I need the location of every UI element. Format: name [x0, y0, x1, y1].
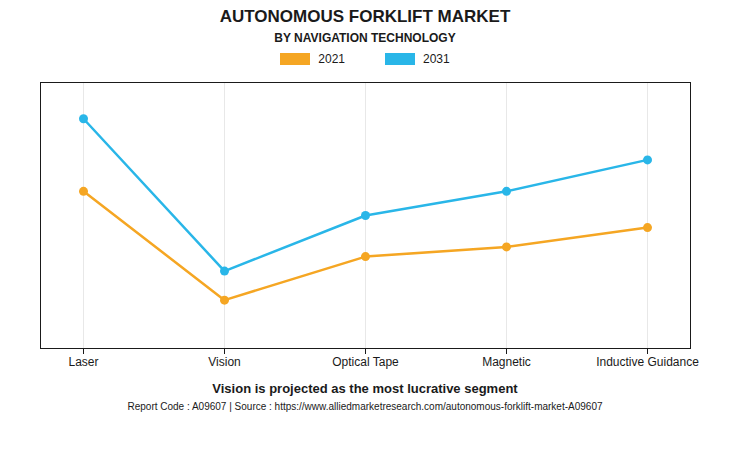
html-text:AUTONOMOUS FORKLIFT MARKET: AUTONOMOUS FORKLIFT MARKET [219, 7, 511, 26]
svg-text:Optical Tape: Optical Tape [332, 355, 399, 369]
svg-text:Magnetic: Magnetic [482, 355, 531, 369]
html-text:2021: 2021 [318, 52, 345, 66]
svg-text:Vision: Vision [208, 355, 240, 369]
svg-text:Laser: Laser [68, 355, 98, 369]
html-text:2031: 2031 [423, 52, 450, 66]
html-text:BY NAVIGATION TECHNOLOGY: BY NAVIGATION TECHNOLOGY [274, 31, 456, 45]
html-text:Report Code : A09607 | Source: Report Code : A09607 | Source : https://… [127, 401, 603, 412]
html-text:Vision is projected as the mos: Vision is projected as the most lucrativ… [212, 381, 518, 396]
svg-text:Inductive Guidance: Inductive Guidance [596, 355, 699, 369]
